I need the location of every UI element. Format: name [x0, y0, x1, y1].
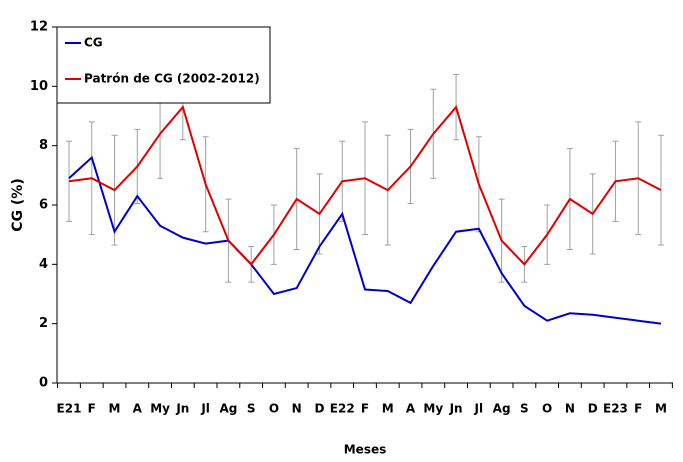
x-tick-label: F — [361, 402, 369, 416]
y-tick-label: 6 — [39, 198, 48, 213]
x-tick-label: Jl — [200, 402, 210, 416]
x-tick-label: E23 — [603, 402, 628, 416]
y-tick-label: 2 — [39, 316, 48, 331]
x-tick-label: My — [423, 402, 443, 416]
x-tick-label: A — [406, 402, 416, 416]
x-tick-label: F — [88, 402, 96, 416]
x-tick-label: M — [109, 402, 121, 416]
legend-label: CG — [84, 36, 103, 50]
y-tick-label: 12 — [30, 20, 48, 35]
legend-box — [56, 26, 271, 104]
x-tick-label: E22 — [330, 402, 355, 416]
x-tick-label: F — [634, 402, 642, 416]
y-tick-label: 4 — [39, 257, 48, 272]
x-tick-label: D — [588, 402, 598, 416]
x-tick-label: My — [150, 402, 170, 416]
series-line — [68, 155, 662, 325]
x-tick-label: Jl — [474, 402, 484, 416]
x-tick-label: Ag — [219, 402, 237, 416]
x-tick-label: E21 — [57, 402, 82, 416]
x-tick-label: Jn — [449, 402, 463, 416]
x-tick-label: N — [565, 402, 575, 416]
x-tick-label: Ag — [493, 402, 511, 416]
x-tick-label: D — [314, 402, 324, 416]
y-axis-label: CG (%) — [10, 178, 26, 231]
error-bar — [66, 140, 72, 222]
series-line — [68, 105, 662, 266]
x-tick-label: A — [133, 402, 143, 416]
x-axis-label: Meses — [344, 443, 387, 457]
x-tick-label: Jn — [175, 402, 189, 416]
x-tick-label: S — [247, 402, 256, 416]
y-tick-label: 10 — [30, 79, 48, 94]
x-tick-label: O — [269, 402, 279, 416]
y-tick-label: 0 — [39, 376, 48, 391]
x-tick-label: M — [382, 402, 394, 416]
x-tick-label: M — [655, 402, 667, 416]
x-tick-label: S — [520, 402, 529, 416]
y-tick-label: 8 — [39, 138, 48, 153]
x-tick-label: N — [292, 402, 302, 416]
x-tick-label: O — [542, 402, 552, 416]
legend-label: Patrón de CG (2002-2012) — [84, 72, 260, 86]
